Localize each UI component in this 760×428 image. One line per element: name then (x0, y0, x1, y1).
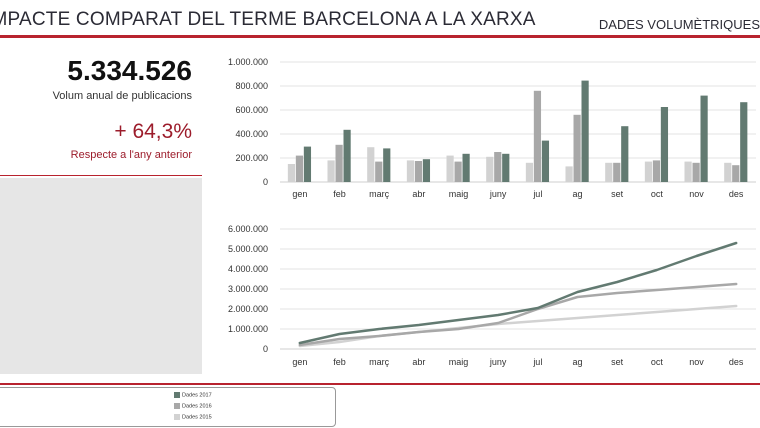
bar (533, 90, 542, 182)
bar-x-tick-label: jul (532, 189, 542, 199)
line-y-tick-label: 2.000.000 (228, 304, 268, 314)
bar (581, 80, 589, 182)
legend-label: Dades 2015 (182, 414, 212, 421)
line-x-tick-label: ag (572, 357, 582, 367)
line-x-tick-label: gen (292, 357, 307, 367)
bar (414, 161, 423, 182)
line-y-tick-label: 6.000.000 (228, 224, 268, 234)
bar (724, 162, 732, 182)
bar-y-tick-label: 1.000.000 (228, 57, 268, 67)
bar (367, 147, 375, 182)
footer-divider (0, 383, 760, 385)
bar-y-tick-label: 600.000 (235, 105, 268, 115)
bar (573, 114, 581, 182)
legend-label: Dades 2016 (182, 403, 212, 410)
bar (652, 160, 661, 182)
bar (462, 153, 470, 182)
line-x-tick-label: abr (412, 357, 425, 367)
bar (684, 161, 692, 182)
bar (422, 159, 431, 182)
kpi-change: + 64,3% (114, 120, 192, 143)
series-line (298, 282, 738, 347)
kpi-change-label: Respecte a l'any anterior (70, 149, 192, 161)
legend-item-2015: Dades 2015 (174, 414, 212, 420)
bar (700, 95, 708, 182)
bar (343, 129, 351, 182)
bar-x-tick-label: nov (689, 189, 704, 199)
bar (406, 160, 415, 182)
bar (565, 166, 573, 182)
bar (621, 126, 629, 182)
line-x-tick-label: jul (532, 357, 542, 367)
series-line (298, 304, 738, 348)
line-x-tick-label: set (611, 357, 624, 367)
bar (732, 165, 740, 182)
bar (375, 161, 383, 182)
line-y-tick-label: 0 (263, 344, 268, 354)
bar (335, 144, 343, 182)
line-y-tick-label: 1.000.000 (228, 324, 268, 334)
bar-x-tick-label: oct (651, 189, 664, 199)
line-x-tick-label: nov (689, 357, 704, 367)
bar-x-tick-label: maig (449, 189, 469, 199)
kpi-divider (0, 175, 202, 176)
bar (525, 162, 534, 182)
legend-item-2017: Dades 2017 (174, 392, 212, 398)
series-line (298, 241, 738, 345)
kpi-value-label: Volum anual de publicacions (52, 90, 192, 102)
header: IMPACTE COMPARAT DEL TERME BARCELONA A L… (0, 0, 760, 36)
bar (692, 162, 700, 182)
bar (303, 146, 312, 182)
bar-y-tick-label: 0 (263, 177, 268, 187)
bar (446, 155, 454, 182)
bar (287, 164, 296, 182)
line-x-tick-label: juny (489, 357, 507, 367)
legend-label: Dades 2017 (182, 392, 212, 399)
bar (541, 140, 550, 182)
bar-x-tick-label: set (611, 189, 624, 199)
header-divider (0, 35, 760, 38)
bar (383, 148, 391, 182)
line-x-tick-label: maig (449, 357, 469, 367)
kpi-value: 5.334.526 (67, 55, 192, 86)
bar-y-tick-label: 800.000 (235, 81, 268, 91)
empty-panel (0, 178, 202, 374)
line-y-tick-label: 3.000.000 (228, 284, 268, 294)
bar (644, 161, 653, 182)
bar (454, 161, 462, 182)
bar (613, 162, 621, 182)
page-subtitle: DADES VOLUMÈTRIQUES (598, 17, 760, 32)
page-title: IMPACTE COMPARAT DEL TERME BARCELONA A L… (0, 9, 536, 30)
line-y-tick-label: 5.000.000 (228, 244, 268, 254)
bar (740, 102, 748, 182)
line-x-tick-label: oct (651, 357, 664, 367)
line-x-tick-label: març (369, 357, 389, 367)
bar-x-tick-label: març (369, 189, 389, 199)
legend: Dades 2017 Dades 2016 Dades 2015 (0, 387, 336, 427)
line-x-tick-label: feb (333, 357, 346, 367)
line-x-tick-label: des (729, 357, 744, 367)
bar-x-tick-label: abr (412, 189, 425, 199)
bar (494, 152, 502, 182)
bar-x-tick-label: ag (572, 189, 582, 199)
legend-item-2016: Dades 2016 (174, 403, 212, 409)
bar-x-tick-label: juny (489, 189, 507, 199)
bar-y-tick-label: 400.000 (235, 129, 268, 139)
bar (486, 156, 494, 182)
legend-swatch-2015 (174, 414, 180, 420)
line-y-tick-label: 4.000.000 (228, 264, 268, 274)
bar-x-tick-label: gen (292, 189, 307, 199)
bar-y-tick-label: 200.000 (235, 153, 268, 163)
bar (660, 107, 669, 182)
bar (502, 153, 510, 182)
bar-x-tick-label: des (729, 189, 744, 199)
bar (605, 162, 613, 182)
bar (327, 160, 335, 182)
bar (295, 155, 304, 182)
legend-swatch-2016 (174, 403, 180, 409)
bar-x-tick-label: feb (333, 189, 346, 199)
legend-swatch-2017 (174, 392, 180, 398)
